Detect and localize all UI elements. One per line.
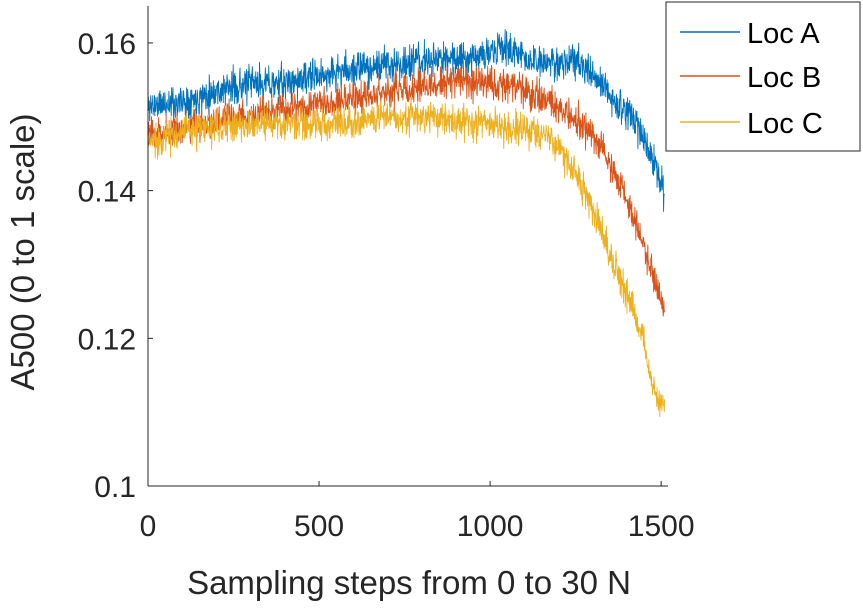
y-tick-label: 0.1 — [94, 471, 136, 504]
series-line-loc-c — [148, 97, 666, 418]
x-tick-label: 1500 — [628, 510, 695, 543]
y-axis-title: A500 (0 to 1 scale) — [4, 114, 41, 391]
y-tick-label: 0.12 — [78, 323, 136, 356]
x-tick-label: 0 — [140, 510, 157, 543]
legend-label-loc-c: Loc C — [747, 108, 823, 140]
ticks-group: 0 500 1000 1500 0.1 0.12 0.14 0.16 — [78, 28, 695, 543]
series-line-loc-a — [148, 29, 665, 212]
y-tick-label: 0.16 — [78, 28, 136, 61]
x-tick-label: 1000 — [457, 510, 524, 543]
x-tick-label: 500 — [294, 510, 344, 543]
legend-label-loc-b: Loc B — [747, 62, 821, 94]
legend-label-loc-a: Loc A — [747, 18, 820, 50]
y-tick-label: 0.14 — [78, 176, 136, 209]
x-axis-title: Sampling steps from 0 to 30 N — [187, 564, 631, 601]
series-group — [148, 29, 666, 418]
legend: Loc A Loc B Loc C — [665, 1, 861, 152]
